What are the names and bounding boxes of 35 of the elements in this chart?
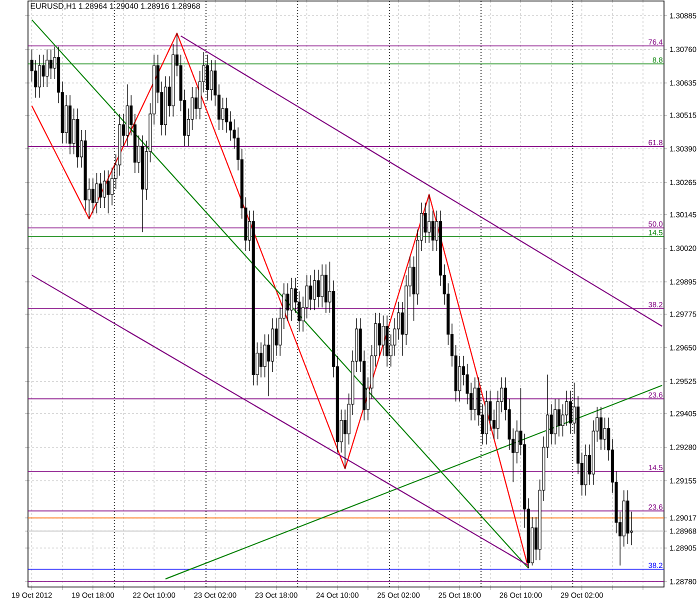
candlestick bbox=[42, 54, 45, 88]
candlestick bbox=[431, 210, 434, 252]
candlestick bbox=[38, 54, 41, 98]
candlestick bbox=[378, 312, 381, 356]
candlestick bbox=[561, 404, 564, 437]
candlestick bbox=[557, 398, 560, 437]
candlestick bbox=[473, 376, 476, 421]
candlestick bbox=[95, 172, 98, 214]
candlestick bbox=[565, 390, 568, 426]
candlestick bbox=[312, 269, 316, 310]
candlestick bbox=[290, 278, 294, 322]
candlestick bbox=[309, 274, 312, 310]
candlestick bbox=[305, 274, 308, 319]
candlestick bbox=[46, 49, 49, 88]
candlestick bbox=[49, 49, 52, 80]
candlestick bbox=[259, 342, 263, 378]
candlestick bbox=[382, 315, 385, 356]
candlestick bbox=[34, 60, 38, 98]
candlestick bbox=[102, 170, 106, 208]
candlestick bbox=[316, 269, 320, 308]
candlestick bbox=[221, 97, 224, 130]
candlestick bbox=[515, 420, 518, 464]
candlestick bbox=[91, 178, 94, 214]
candlestick bbox=[99, 172, 102, 208]
candlestick bbox=[320, 264, 324, 308]
candlestick bbox=[599, 406, 603, 450]
candlestick bbox=[228, 110, 232, 142]
candlestick bbox=[210, 60, 213, 101]
candlestick bbox=[263, 334, 266, 378]
candlestick bbox=[550, 404, 553, 445]
candlestick bbox=[106, 170, 110, 214]
candlestick bbox=[603, 417, 606, 450]
candlestick bbox=[286, 282, 290, 322]
candlestick bbox=[428, 194, 431, 244]
candlestick bbox=[225, 97, 228, 134]
